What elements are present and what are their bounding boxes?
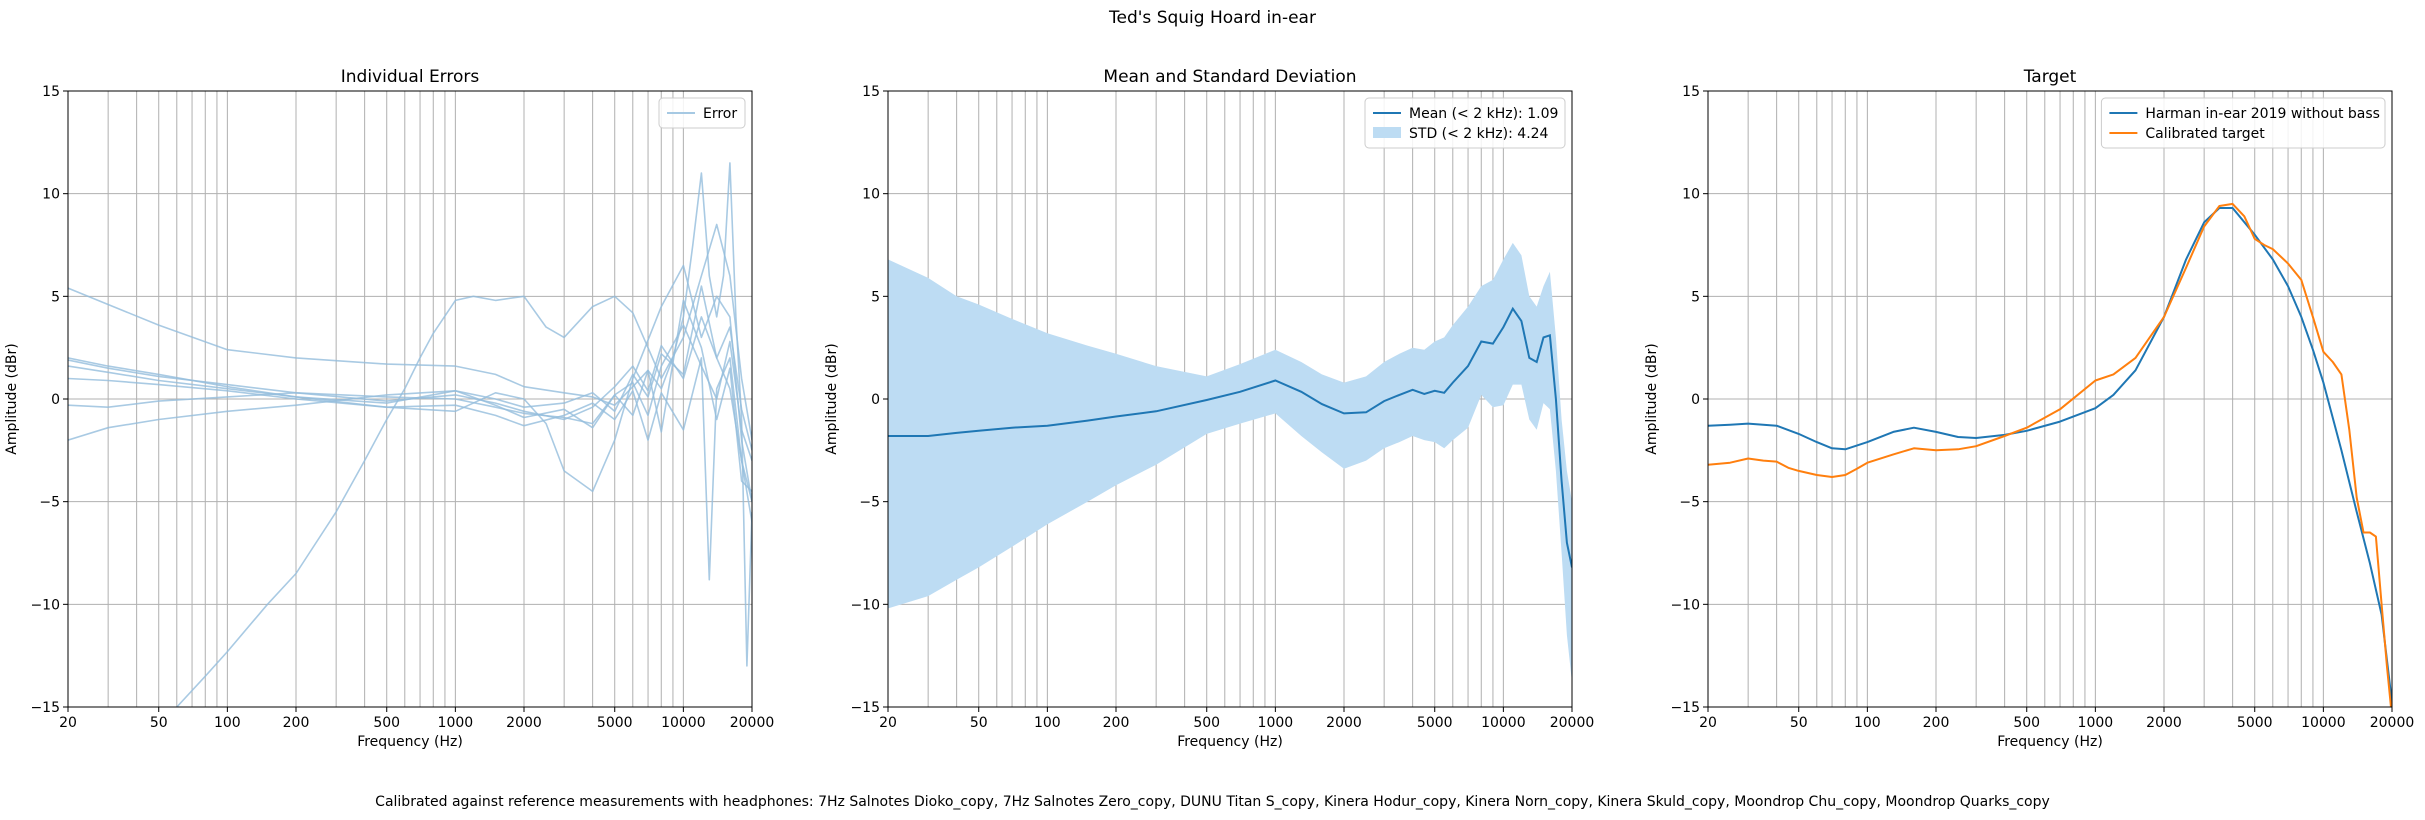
y-tick-label: 5	[1691, 289, 1700, 305]
series-line-2	[1708, 202, 2392, 707]
x-tick-label: 200	[1923, 715, 1950, 731]
y-tick-label: 10	[42, 187, 60, 203]
x-tick-label: 100	[214, 715, 241, 731]
mean-line	[888, 306, 1572, 568]
x-tick-label: 20	[879, 715, 897, 731]
y-tick-label: −15	[30, 700, 60, 716]
x-tick-label: 5000	[597, 715, 633, 731]
x-axis-label: Frequency (Hz)	[357, 734, 463, 750]
legend-box	[658, 97, 746, 129]
x-tick-label: 50	[150, 715, 168, 731]
plot-area	[1708, 202, 2392, 707]
x-tick-label: 500	[373, 715, 400, 731]
x-tick-label: 20	[59, 715, 77, 731]
panel-2: 20 50 100 200 500 1000 2000 5000 10000 20000−15−1…	[824, 67, 1594, 750]
x-tick-label: 100	[1854, 715, 1881, 731]
plot-area	[888, 242, 1572, 683]
legend-label: Error	[703, 106, 737, 122]
y-tick-label: 15	[42, 84, 60, 100]
series-line-7	[68, 324, 752, 461]
legend-swatch	[1373, 127, 1401, 138]
y-tick-label: −15	[850, 700, 880, 716]
y-tick-label: −10	[850, 597, 880, 613]
x-tick-label: 50	[970, 715, 988, 731]
y-tick-label: 0	[1691, 392, 1700, 408]
x-axis-label: Frequency (Hz)	[1997, 734, 2103, 750]
y-tick-label: −15	[1670, 700, 1700, 716]
x-tick-label: 20	[1699, 715, 1717, 731]
series-line-5	[68, 299, 752, 492]
plot-area	[68, 162, 752, 707]
y-tick-label: −5	[859, 495, 880, 511]
x-tick-label: 5000	[1417, 715, 1453, 731]
x-tick-label: 1000	[1258, 715, 1294, 731]
y-tick-label: 15	[1682, 84, 1700, 100]
y-tick-label: −5	[1679, 495, 1700, 511]
legend-label: Calibrated target	[2145, 126, 2265, 142]
y-tick-label: 5	[871, 289, 880, 305]
x-tick-label: 20000	[2370, 715, 2415, 731]
y-tick-label: 0	[871, 392, 880, 408]
series-line-2	[176, 223, 752, 707]
legend-box	[1364, 97, 1566, 149]
legend: Mean (< 2 kHz): 1.09 STD (< 2 kHz): 4.24	[1364, 97, 1566, 149]
x-tick-label: 50	[1790, 715, 1808, 731]
y-tick-label: −10	[1670, 597, 1700, 613]
x-tick-label: 10000	[1481, 715, 1526, 731]
x-tick-label: 500	[2013, 715, 2040, 731]
y-tick-label: 10	[862, 187, 880, 203]
y-tick-label: 10	[1682, 187, 1700, 203]
x-tick-label: 2000	[2146, 715, 2182, 731]
y-axis-label: Amplitude (dBr)	[4, 343, 20, 454]
legend: Error	[658, 97, 746, 129]
legend-label: Mean (< 2 kHz): 1.09	[1409, 106, 1558, 122]
y-tick-label: −5	[39, 495, 60, 511]
panel-3: 20 50 100 200 500 1000 2000 5000 10000 20000−15−1…	[1644, 67, 2414, 750]
x-tick-label: 100	[1034, 715, 1061, 731]
x-tick-label: 500	[1193, 715, 1220, 731]
x-tick-label: 20000	[730, 715, 775, 731]
figure-footer-caption: Calibrated against reference measurement…	[375, 794, 2050, 810]
panel-title: Mean and Standard Deviation	[1103, 67, 1356, 87]
x-tick-label: 5000	[2237, 715, 2273, 731]
panel-1: 20 50 100 200 500 1000 2000 5000 10000 20000−15−1…	[4, 67, 774, 750]
x-tick-label: 1000	[438, 715, 474, 731]
series-line-1	[1708, 207, 2392, 704]
x-axis-label: Frequency (Hz)	[1177, 734, 1283, 750]
y-tick-label: −10	[30, 597, 60, 613]
x-tick-label: 200	[1103, 715, 1130, 731]
std-band	[888, 242, 1572, 683]
y-tick-label: 15	[862, 84, 880, 100]
panel-title: Target	[2023, 67, 2077, 87]
x-tick-label: 20000	[1550, 715, 1595, 731]
series-line-8	[68, 285, 752, 451]
figure-title: Ted's Squig Hoard in-ear	[1109, 8, 1316, 28]
gridlines	[1707, 90, 2393, 708]
x-tick-label: 200	[283, 715, 310, 731]
legend: Harman in-ear 2019 without bass Calibrate…	[2100, 97, 2386, 149]
x-tick-label: 2000	[506, 715, 542, 731]
legend-label: Harman in-ear 2019 without bass	[2145, 106, 2380, 122]
y-tick-label: 0	[51, 392, 60, 408]
y-tick-label: 5	[51, 289, 60, 305]
x-tick-label: 10000	[661, 715, 706, 731]
panel-title: Individual Errors	[341, 67, 480, 87]
series-line-1	[68, 162, 752, 667]
y-axis-label: Amplitude (dBr)	[824, 343, 840, 454]
y-axis-label: Amplitude (dBr)	[1644, 343, 1660, 454]
x-tick-label: 1000	[2078, 715, 2114, 731]
series-line-3	[68, 264, 752, 502]
x-tick-label: 10000	[2301, 715, 2346, 731]
legend-label: STD (< 2 kHz): 4.24	[1409, 126, 1549, 142]
legend-box	[2100, 97, 2386, 149]
x-tick-label: 2000	[1326, 715, 1362, 731]
series-line-4	[68, 316, 752, 523]
